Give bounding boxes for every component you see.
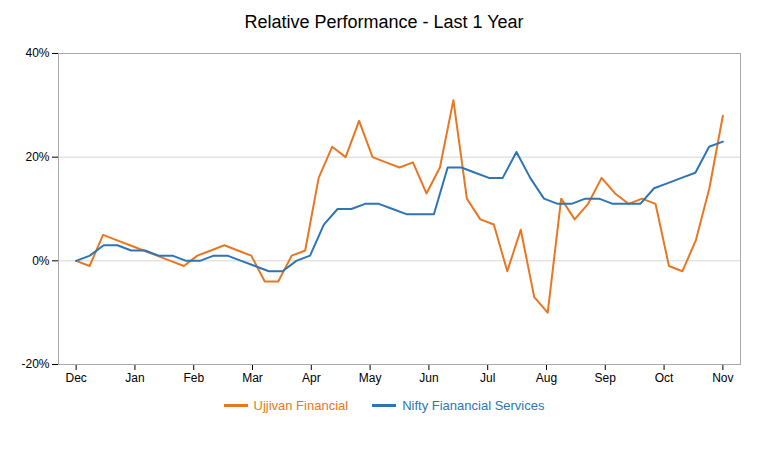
svg-text:40%: 40% <box>25 46 49 60</box>
html-text:Relative Performance - Last 1: Relative Performance - Last 1 Year <box>244 12 524 32</box>
svg-text:Aug: Aug <box>536 371 557 385</box>
svg-text:May: May <box>359 371 382 385</box>
svg-text:Oct: Oct <box>655 371 674 385</box>
svg-text:Jun: Jun <box>419 371 438 385</box>
svg-text:0%: 0% <box>32 254 50 268</box>
svg-text:20%: 20% <box>25 150 49 164</box>
html-text:Nifty Fianancial Services: Nifty Fianancial Services <box>402 398 545 413</box>
svg-text:Dec: Dec <box>65 371 86 385</box>
svg-text:Apr: Apr <box>302 371 321 385</box>
svg-text:-20%: -20% <box>21 357 49 371</box>
svg-text:Mar: Mar <box>242 371 263 385</box>
svg-text:Nov: Nov <box>712 371 733 385</box>
svg-text:Sep: Sep <box>595 371 617 385</box>
svg-text:Jan: Jan <box>125 371 144 385</box>
html-text:Ujjivan Financial: Ujjivan Financial <box>253 398 349 413</box>
svg-text:Feb: Feb <box>183 371 204 385</box>
svg-text:Jul: Jul <box>480 371 495 385</box>
